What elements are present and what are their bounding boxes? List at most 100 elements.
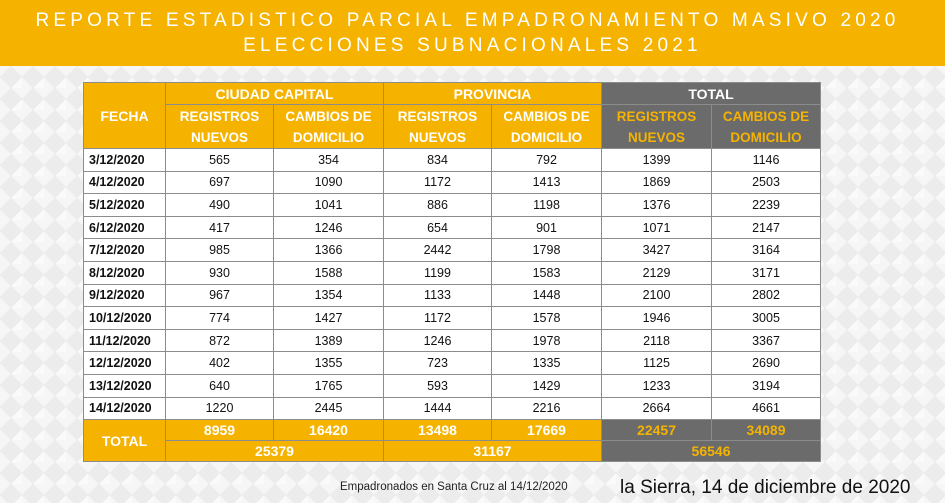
date-cell: 8/12/2020 (83, 260, 166, 285)
date-cell: 9/12/2020 (83, 283, 166, 308)
data-cell: 930 (165, 260, 274, 285)
date-cell: 14/12/2020 (83, 396, 166, 421)
data-cell: 1146 (711, 148, 822, 172)
date-cell: 13/12/2020 (83, 373, 166, 398)
data-cell: 1172 (383, 170, 492, 195)
date-cell: 3/12/2020 (83, 148, 166, 172)
total-label: TOTAL (83, 419, 166, 463)
date-cell: 7/12/2020 (83, 238, 166, 262)
data-cell: 985 (165, 238, 274, 262)
report-subtitle: ELECCIONES SUBNACIONALES 2021 (243, 35, 702, 56)
subheader-cambios-domicilio: CAMBIOS DE DOMICILIO (273, 104, 384, 149)
data-cell: 1978 (490, 328, 603, 353)
data-cell: 1389 (273, 328, 384, 353)
table-row: 8/12/2020 930 1588 1199 1583 2129 3171 (83, 260, 822, 285)
data-cell: 1199 (383, 260, 492, 285)
data-cell: 2216 (490, 396, 603, 421)
data-cell: 1090 (273, 170, 384, 195)
data-cell: 774 (165, 306, 274, 330)
subheader-registros-nuevos: REGISTROS NUEVOS (383, 104, 492, 149)
data-cell: 1220 (165, 396, 274, 421)
data-cell: 654 (383, 215, 492, 240)
subheader-registros-nuevos: REGISTROS NUEVOS (165, 104, 274, 149)
data-cell: 1429 (490, 373, 603, 398)
data-cell: 354 (273, 148, 384, 172)
data-cell: 697 (165, 170, 274, 195)
table-row: 11/12/2020 872 1389 1246 1978 2118 3367 (83, 328, 822, 353)
date-cell: 12/12/2020 (83, 351, 166, 375)
data-cell: 1946 (601, 306, 713, 330)
data-cell: 2802 (711, 283, 822, 308)
data-cell: 3171 (711, 260, 822, 285)
data-cell: 1246 (383, 328, 492, 353)
data-cell: 967 (165, 283, 274, 308)
table-row: 7/12/2020 985 1366 2442 1798 3427 3164 (83, 238, 822, 262)
subheader-cambios-domicilio: CAMBIOS DE DOMICILIO (711, 104, 822, 149)
data-cell: 723 (383, 351, 492, 375)
table-row: 3/12/2020 565 354 834 792 1399 1146 (83, 148, 822, 172)
data-cell: 2239 (711, 193, 822, 217)
data-cell: 1448 (490, 283, 603, 308)
table-row: 14/12/2020 1220 2445 1444 2216 2664 4661 (83, 396, 822, 421)
data-cell: 1444 (383, 396, 492, 421)
grand-total-cell: 25379 (165, 440, 384, 463)
data-cell: 3164 (711, 238, 822, 262)
data-cell: 2147 (711, 215, 822, 240)
data-cell: 2100 (601, 283, 713, 308)
data-cell: 1335 (490, 351, 603, 375)
total-cell: 34089 (711, 419, 822, 442)
data-cell: 3194 (711, 373, 822, 398)
data-cell: 1233 (601, 373, 713, 398)
total-cell: 8959 (165, 419, 274, 442)
data-cell: 2129 (601, 260, 713, 285)
data-cell: 1869 (601, 170, 713, 195)
data-cell: 792 (490, 148, 603, 172)
date-cell: 6/12/2020 (83, 215, 166, 240)
data-cell: 1133 (383, 283, 492, 308)
date-cell: 4/12/2020 (83, 170, 166, 195)
title-banner: REPORTE ESTADISTICO PARCIAL EMPADRONAMIE… (0, 0, 945, 66)
totals-row: TOTAL 8959 16420 13498 17669 22457 34089 (83, 419, 822, 463)
data-cell: 1583 (490, 260, 603, 285)
data-cell: 2503 (711, 170, 822, 195)
total-cell: 13498 (383, 419, 492, 442)
statistics-table: FECHA CIUDAD CAPITAL PROVINCIA TOTAL REG… (83, 82, 822, 463)
data-cell: 1427 (273, 306, 384, 330)
group-header-provincia: PROVINCIA (382, 82, 603, 105)
data-cell: 402 (165, 351, 274, 375)
table-row: 5/12/2020 490 1041 886 1198 1376 2239 (83, 193, 822, 217)
table-row: 4/12/2020 697 1090 1172 1413 1869 2503 (83, 170, 822, 195)
data-cell: 1578 (490, 306, 603, 330)
report-title: REPORTE ESTADISTICO PARCIAL EMPADRONAMIE… (35, 10, 900, 31)
data-cell: 4661 (711, 396, 822, 421)
data-cell: 3367 (711, 328, 822, 353)
date-cell: 5/12/2020 (83, 193, 166, 217)
data-cell: 1041 (273, 193, 384, 217)
data-cell: 1366 (273, 238, 384, 262)
data-cell: 417 (165, 215, 274, 240)
data-cell: 1246 (273, 215, 384, 240)
data-cell: 640 (165, 373, 274, 398)
table-row: 13/12/2020 640 1765 593 1429 1233 3194 (83, 373, 822, 398)
place-date: la Sierra, 14 de diciembre de 2020 (620, 477, 911, 498)
data-cell: 872 (165, 328, 274, 353)
fecha-header: FECHA (83, 82, 166, 149)
total-cell: 17669 (490, 419, 603, 442)
data-cell: 2690 (711, 351, 822, 375)
subheader-cambios-domicilio: CAMBIOS DE DOMICILIO (490, 104, 603, 149)
data-cell: 834 (383, 148, 492, 172)
data-cell: 1071 (601, 215, 713, 240)
data-cell: 2442 (383, 238, 492, 262)
date-cell: 10/12/2020 (83, 306, 166, 330)
total-cell: 16420 (273, 419, 384, 442)
data-cell: 1355 (273, 351, 384, 375)
data-cell: 3005 (711, 306, 822, 330)
data-cell: 1125 (601, 351, 713, 375)
date-cell: 11/12/2020 (83, 328, 166, 353)
data-cell: 1413 (490, 170, 603, 195)
group-header-ciudad-capital: CIUDAD CAPITAL (165, 82, 384, 105)
data-cell: 1172 (383, 306, 492, 330)
data-cell: 1399 (601, 148, 713, 172)
table-row: 12/12/2020 402 1355 723 1335 1125 2690 (83, 351, 822, 375)
grand-totals-row: 25379 31167 56546 (84, 440, 822, 463)
